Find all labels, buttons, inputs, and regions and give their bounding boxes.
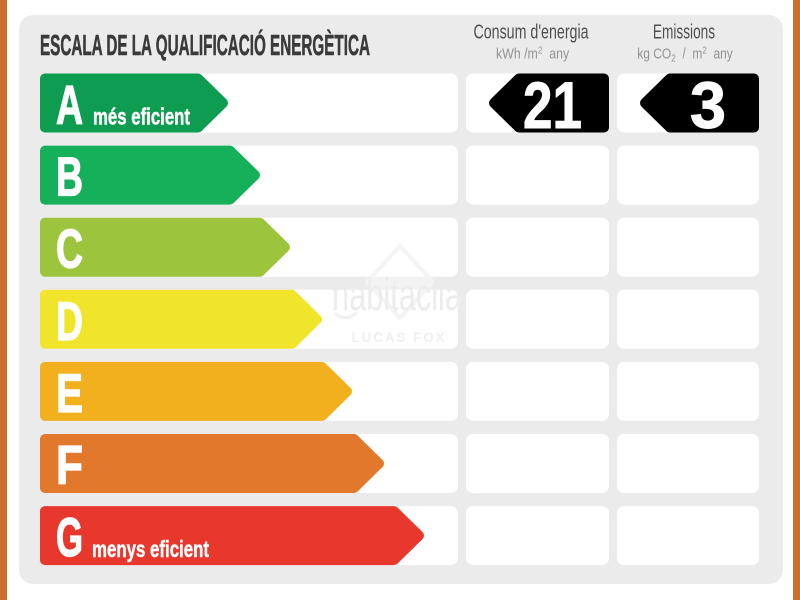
- svg-text:Consum d'energia: Consum d'energia: [473, 20, 588, 43]
- svg-text:E: E: [56, 362, 83, 424]
- svg-text:C: C: [56, 218, 83, 280]
- svg-text:més eficient: més eficient: [93, 104, 190, 130]
- svg-text:3: 3: [690, 68, 726, 142]
- svg-text:F: F: [56, 434, 83, 496]
- svg-text:B: B: [56, 146, 83, 208]
- svg-text:habitaclia: habitaclia: [332, 269, 463, 320]
- svg-text:G: G: [56, 506, 83, 568]
- svg-text:Emissions: Emissions: [653, 21, 715, 43]
- svg-text:kg CO2 / m2 any: kg CO2 / m2 any: [637, 45, 733, 64]
- svg-text:D: D: [56, 290, 83, 352]
- svg-text:A: A: [56, 74, 83, 136]
- svg-text:21: 21: [523, 68, 582, 142]
- svg-text:LUCAS FOX: LUCAS FOX: [352, 329, 447, 345]
- svg-text:ESCALA DE LA QUALIFICACIÓ ENER: ESCALA DE LA QUALIFICACIÓ ENERGÈTICA: [40, 28, 370, 62]
- svg-text:menys eficient: menys eficient: [92, 536, 209, 562]
- svg-text:kWh /m2 any: kWh /m2 any: [496, 45, 569, 62]
